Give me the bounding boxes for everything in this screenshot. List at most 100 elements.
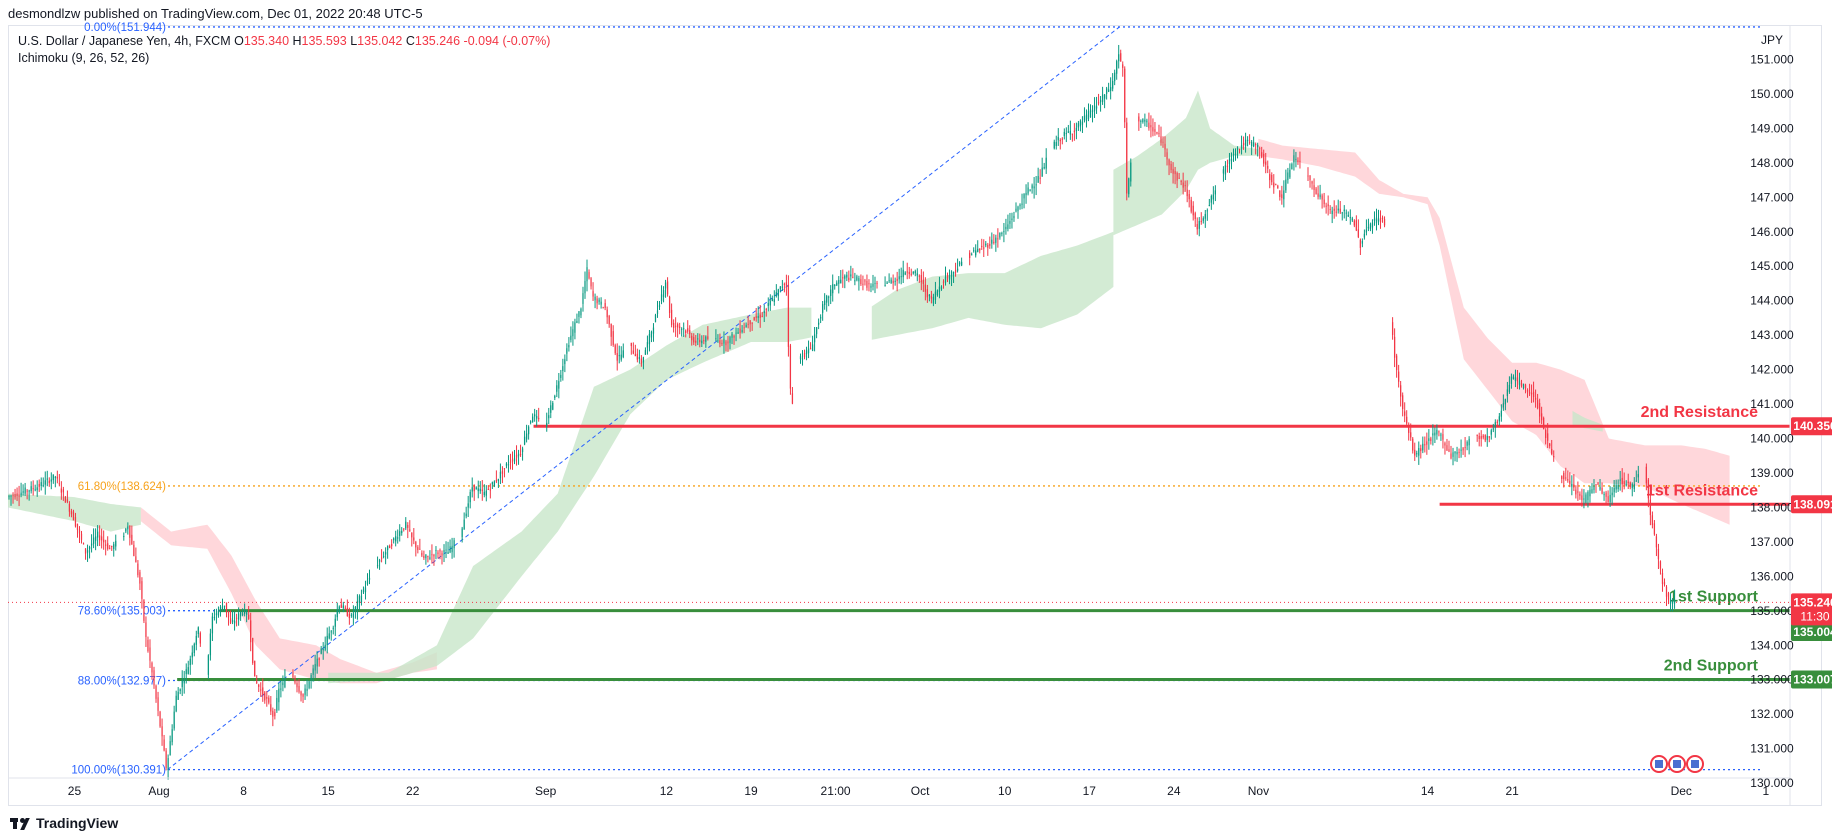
candle-body bbox=[278, 688, 280, 703]
candle-body bbox=[1480, 436, 1482, 439]
candle-body bbox=[1259, 148, 1261, 150]
candle-body bbox=[656, 310, 659, 314]
candle-body bbox=[1053, 141, 1055, 149]
price-tags: 140.356 138.091 133.007 135.004 135.24611:30 bbox=[1791, 417, 1832, 689]
candle-body bbox=[789, 345, 792, 389]
candle-body bbox=[1162, 141, 1164, 143]
candle-body bbox=[834, 284, 836, 286]
candle-body bbox=[550, 405, 552, 413]
candle-body bbox=[715, 338, 717, 340]
candle-body bbox=[8, 495, 10, 498]
candle-body bbox=[763, 310, 765, 314]
candle-body bbox=[1118, 54, 1120, 62]
candle-body bbox=[1349, 217, 1351, 219]
candle-body bbox=[1287, 172, 1289, 181]
resistance-price-tag: 140.356 bbox=[1793, 419, 1832, 433]
candle-body bbox=[425, 554, 427, 559]
candle-body bbox=[1085, 114, 1088, 121]
time-tick-label: Oct bbox=[911, 784, 930, 798]
price-tick-label: 150.000 bbox=[1750, 87, 1794, 101]
candle-body bbox=[936, 290, 939, 296]
candle-body bbox=[419, 548, 421, 550]
candle-body bbox=[582, 293, 584, 304]
candle-body bbox=[330, 631, 332, 633]
candle-body bbox=[1563, 472, 1565, 480]
candle-body bbox=[874, 282, 876, 284]
candle-body bbox=[608, 316, 610, 325]
support-price-tag: 133.007 bbox=[1793, 672, 1832, 686]
candle-body bbox=[350, 614, 353, 616]
candle-body bbox=[1043, 167, 1045, 169]
candle-body bbox=[695, 340, 697, 343]
candle-body bbox=[1277, 185, 1279, 189]
candle-body bbox=[1454, 451, 1456, 454]
candle-body bbox=[771, 298, 773, 302]
candle-body bbox=[326, 635, 328, 646]
time-tick-label: Nov bbox=[1248, 784, 1269, 798]
candle-body bbox=[836, 282, 838, 286]
candle-body bbox=[652, 327, 655, 334]
candle-body bbox=[483, 491, 485, 496]
candle-body bbox=[588, 272, 590, 279]
candle-body bbox=[1180, 181, 1182, 183]
candle-body bbox=[431, 554, 433, 556]
candle-body bbox=[1075, 127, 1078, 132]
candle-body bbox=[1536, 400, 1539, 409]
candle-body bbox=[92, 537, 95, 544]
candle-body bbox=[30, 486, 32, 492]
candle-body bbox=[828, 296, 830, 298]
candle-body bbox=[556, 385, 558, 392]
candle-body bbox=[1398, 371, 1400, 382]
candle-body bbox=[167, 758, 169, 770]
candle-body bbox=[153, 670, 155, 686]
candle-body bbox=[1510, 376, 1513, 384]
candle-body bbox=[109, 548, 111, 550]
candle-body bbox=[507, 464, 510, 466]
candle-body bbox=[1377, 218, 1380, 222]
candle-body bbox=[1144, 119, 1146, 122]
candle-body bbox=[1428, 438, 1430, 441]
support-price-tag-bg bbox=[1791, 670, 1832, 689]
candle-body bbox=[838, 280, 840, 284]
candle-body bbox=[193, 643, 195, 653]
candle-body bbox=[1234, 153, 1237, 155]
candle-body bbox=[1299, 160, 1301, 162]
candle-body bbox=[358, 596, 361, 603]
time-tick-label: 14 bbox=[1421, 784, 1435, 798]
candle-body bbox=[765, 309, 767, 311]
candle-body bbox=[268, 697, 270, 703]
candle-body bbox=[1045, 157, 1047, 169]
candle-body bbox=[1343, 209, 1345, 212]
close-label: C bbox=[405, 34, 415, 48]
candle-body bbox=[1438, 431, 1440, 433]
candle-body bbox=[389, 545, 391, 549]
candle-body bbox=[1549, 443, 1551, 447]
candle-body bbox=[1611, 492, 1613, 496]
candle-body bbox=[103, 539, 105, 543]
candle-body bbox=[564, 359, 566, 365]
footer-branding[interactable]: TradingView bbox=[10, 815, 118, 831]
candle-body bbox=[366, 580, 369, 585]
candle-body bbox=[1488, 436, 1490, 438]
candle-body bbox=[314, 664, 316, 671]
candle-body bbox=[1587, 491, 1589, 501]
indicator-legend[interactable]: Ichimoku (9, 26, 52, 26) bbox=[18, 51, 150, 65]
candle-body bbox=[1110, 87, 1112, 91]
candle-body bbox=[274, 712, 276, 717]
candle-body bbox=[1228, 158, 1231, 164]
current-price-tag-countdown: 11:30 bbox=[1800, 609, 1829, 623]
candle-body bbox=[352, 613, 355, 618]
candle-body bbox=[1152, 127, 1154, 132]
candle-body bbox=[1238, 148, 1241, 150]
candle-body bbox=[842, 277, 844, 279]
candle-body bbox=[904, 272, 906, 275]
candle-body bbox=[1569, 480, 1571, 484]
candle-body bbox=[310, 675, 312, 681]
candle-body bbox=[1408, 424, 1410, 433]
candle-body bbox=[453, 540, 455, 549]
symbol-legend[interactable]: U.S. Dollar / Japanese Yen, 4h, FXCM O13… bbox=[18, 34, 550, 48]
candle-body bbox=[705, 336, 707, 342]
candle-body bbox=[409, 529, 411, 531]
candle-body bbox=[441, 553, 443, 556]
